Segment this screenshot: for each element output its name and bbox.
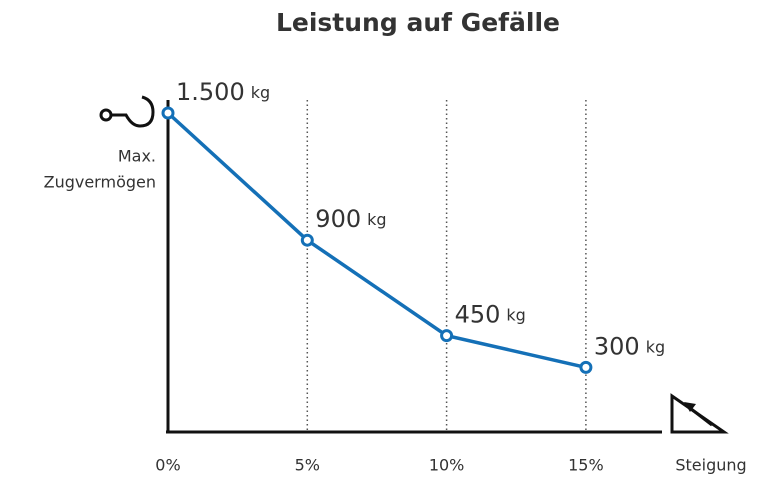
data-label: 1.500 kg bbox=[176, 78, 270, 106]
unit-label: kg bbox=[251, 83, 270, 102]
slope-arrow bbox=[684, 402, 696, 412]
point bbox=[579, 360, 593, 374]
unit-label: kg bbox=[646, 337, 665, 356]
value-label: 900 bbox=[315, 205, 361, 233]
x-tick-label: 0% bbox=[155, 456, 180, 475]
x-tick-label: 10% bbox=[429, 456, 465, 475]
chart-title: Leistung auf Gefälle bbox=[276, 8, 560, 37]
point bbox=[300, 233, 314, 247]
x-tick-label: 15% bbox=[568, 456, 604, 475]
data-label: 450 kg bbox=[455, 301, 526, 329]
slope-icon bbox=[670, 393, 729, 434]
line bbox=[166, 111, 587, 370]
point bbox=[161, 106, 175, 120]
value-label: 300 bbox=[594, 332, 640, 360]
data-label: 300 kg bbox=[594, 332, 665, 360]
x-tick-label: 5% bbox=[295, 456, 320, 475]
value-label: 1.500 bbox=[176, 78, 245, 106]
y-axis-label: Max. bbox=[118, 147, 156, 166]
unit-label: kg bbox=[367, 210, 386, 229]
hook-icon bbox=[99, 95, 155, 128]
value-label: 450 bbox=[455, 301, 501, 329]
y-axis-label: Zugvermögen bbox=[44, 173, 156, 192]
unit-label: kg bbox=[506, 305, 525, 324]
x-axis-label: Steigung bbox=[675, 456, 746, 475]
point bbox=[440, 329, 454, 343]
data-label: 900 kg bbox=[315, 205, 386, 233]
